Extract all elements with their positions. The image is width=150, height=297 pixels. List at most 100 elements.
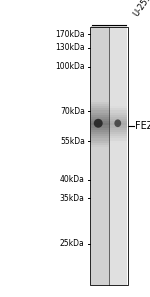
Bar xyxy=(109,89,127,91)
Bar xyxy=(91,205,109,208)
Bar xyxy=(109,261,127,264)
Bar xyxy=(91,57,109,59)
Bar xyxy=(109,199,127,201)
Bar xyxy=(91,156,109,158)
Bar xyxy=(91,87,109,89)
Bar xyxy=(109,225,127,227)
Bar xyxy=(109,147,127,149)
Bar xyxy=(91,65,109,68)
Bar xyxy=(109,205,127,208)
Bar xyxy=(91,29,109,31)
Bar xyxy=(91,136,109,139)
Bar xyxy=(109,227,127,229)
Text: 70kDa: 70kDa xyxy=(60,107,85,116)
Bar xyxy=(91,222,109,225)
Bar xyxy=(109,72,127,74)
Bar xyxy=(109,218,127,220)
Bar xyxy=(109,115,127,117)
Bar xyxy=(109,211,127,214)
Bar xyxy=(91,270,109,272)
Bar xyxy=(90,27,128,285)
Bar xyxy=(91,220,109,223)
Bar xyxy=(109,65,127,68)
Bar xyxy=(91,82,109,85)
Bar xyxy=(109,166,127,169)
Bar xyxy=(109,117,127,119)
Bar xyxy=(109,278,127,281)
Bar xyxy=(109,240,127,242)
Bar xyxy=(91,134,109,137)
Bar xyxy=(91,52,109,55)
Bar xyxy=(109,177,127,180)
Bar xyxy=(91,164,109,167)
Bar xyxy=(109,128,127,130)
Bar xyxy=(91,268,109,270)
Bar xyxy=(91,276,109,279)
Bar xyxy=(91,190,109,192)
Bar xyxy=(91,121,109,124)
Bar xyxy=(109,119,127,121)
Bar xyxy=(91,194,109,197)
Bar xyxy=(91,218,109,220)
Bar xyxy=(109,136,127,139)
Bar xyxy=(91,130,109,132)
Text: 100kDa: 100kDa xyxy=(55,62,85,71)
Bar xyxy=(109,194,127,197)
Bar xyxy=(109,188,127,190)
Bar xyxy=(109,104,127,106)
Bar xyxy=(91,250,109,253)
Bar xyxy=(91,252,109,255)
Bar xyxy=(109,173,127,175)
Bar xyxy=(109,283,127,285)
Bar xyxy=(91,91,109,94)
Text: 55kDa: 55kDa xyxy=(60,137,85,146)
Bar xyxy=(91,44,109,46)
Bar xyxy=(91,76,109,78)
Bar xyxy=(109,54,127,57)
Bar xyxy=(109,216,127,218)
Bar xyxy=(91,181,109,184)
Bar xyxy=(109,87,127,89)
Bar xyxy=(109,59,127,61)
Bar xyxy=(109,78,127,80)
Bar xyxy=(109,39,127,42)
Bar xyxy=(91,61,109,63)
Bar xyxy=(91,147,109,149)
Bar xyxy=(109,184,127,186)
Bar xyxy=(109,246,127,249)
Bar xyxy=(109,192,127,195)
Bar xyxy=(91,35,109,37)
Ellipse shape xyxy=(94,119,103,128)
Bar xyxy=(109,190,127,192)
Bar xyxy=(91,280,109,283)
Bar xyxy=(91,263,109,266)
Bar xyxy=(91,67,109,70)
Bar xyxy=(109,69,127,72)
Bar xyxy=(91,192,109,195)
Bar xyxy=(91,257,109,259)
Bar xyxy=(91,154,109,156)
Bar xyxy=(109,250,127,253)
Bar xyxy=(91,74,109,76)
Bar xyxy=(109,67,127,70)
Bar xyxy=(109,156,127,158)
Bar xyxy=(91,259,109,261)
Bar xyxy=(109,82,127,85)
Bar xyxy=(109,209,127,212)
Bar xyxy=(91,248,109,251)
Bar xyxy=(109,214,127,216)
Bar xyxy=(91,211,109,214)
Bar xyxy=(91,85,109,87)
Bar xyxy=(91,39,109,42)
Bar xyxy=(91,242,109,244)
Bar xyxy=(91,278,109,281)
Bar xyxy=(109,44,127,46)
Bar xyxy=(91,255,109,257)
Bar xyxy=(91,225,109,227)
Ellipse shape xyxy=(114,119,121,127)
Bar xyxy=(91,209,109,212)
Bar xyxy=(91,37,109,40)
Bar xyxy=(91,266,109,268)
Text: FEZ1: FEZ1 xyxy=(135,121,150,131)
Bar xyxy=(91,69,109,72)
